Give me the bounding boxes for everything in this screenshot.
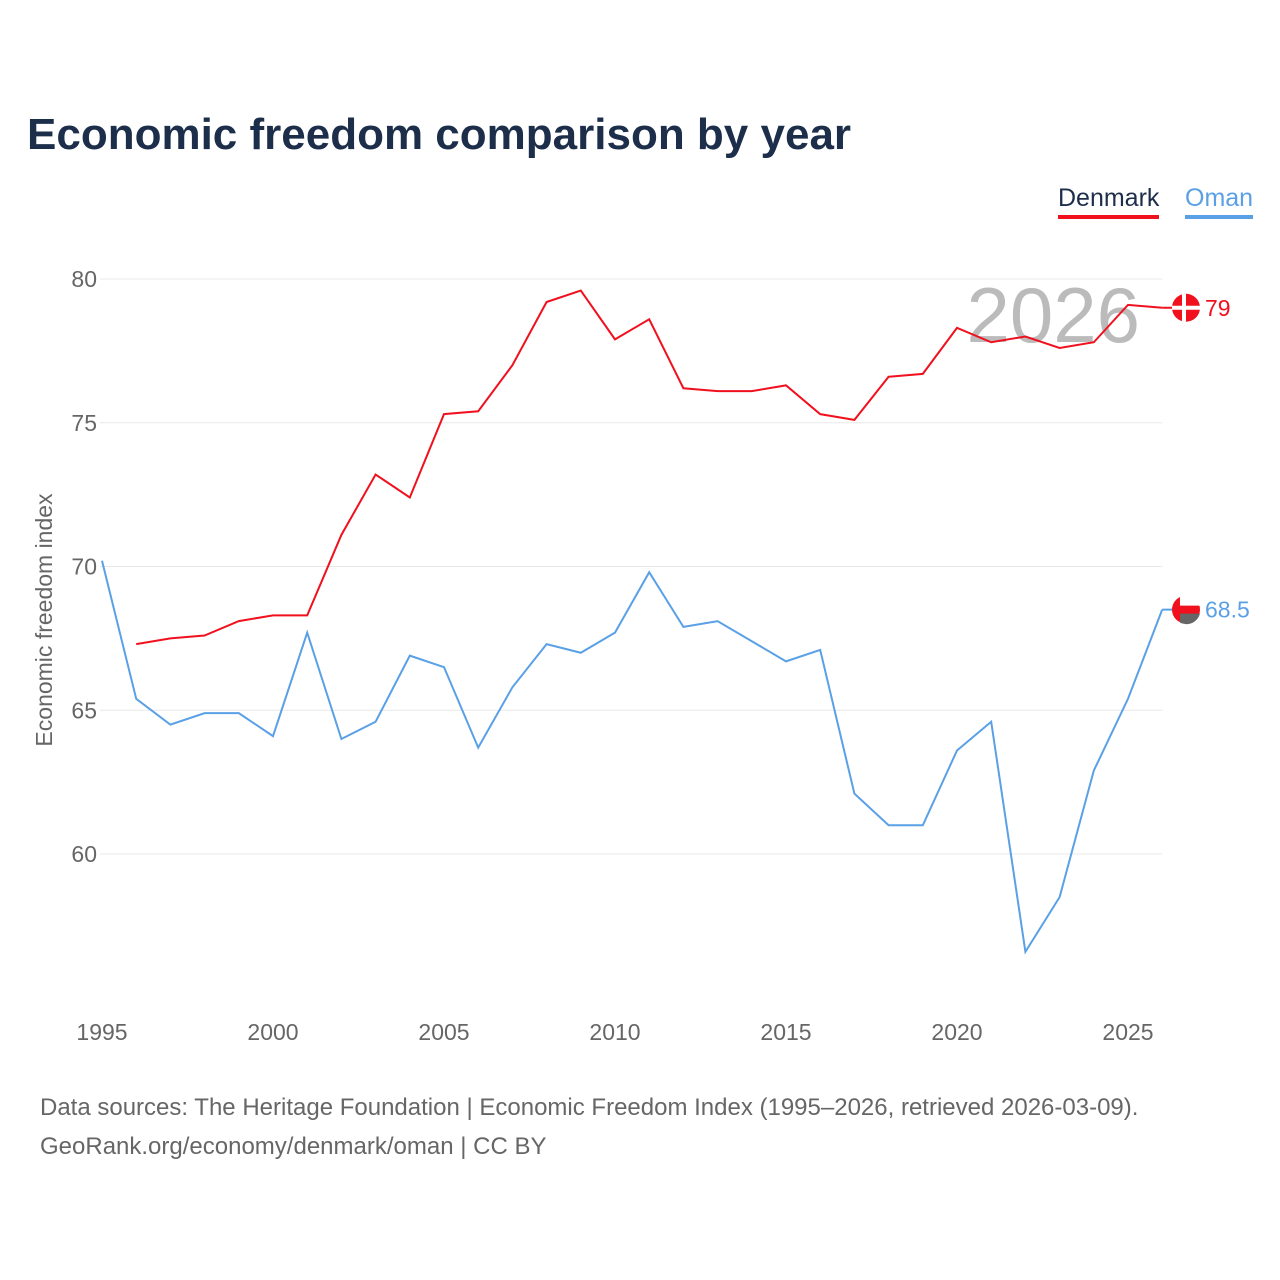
x-tick-label: 2005 [418,1019,469,1045]
source-line: Data sources: The Heritage Foundation | … [40,1094,1139,1121]
x-tick-label: 2015 [760,1019,811,1045]
x-tick-label: 1995 [76,1019,127,1045]
x-tick-label: 2000 [247,1019,298,1045]
y-tick-label: 80 [71,266,97,292]
y-axis-label: Economic freedom index [31,493,57,747]
chart-title: Economic freedom comparison by year [27,110,852,159]
end-value-label: 79 [1205,295,1231,321]
y-tick-label: 70 [71,554,97,580]
end-value-label: 68.5 [1205,597,1250,623]
legend-denmark[interactable]: Denmark [1058,184,1160,219]
x-tick-label: 2025 [1102,1019,1153,1045]
series-line-oman [101,560,1164,955]
y-tick-label: 60 [71,841,97,867]
year-watermark: 2026 [966,271,1140,359]
source-link[interactable]: GeoRank.org/economy/denmark/oman | CC BY [40,1133,547,1160]
flag-green [1180,613,1200,625]
flag-white [1180,595,1200,606]
source-note: Data sources: The Heritage Foundation | … [40,1088,1138,1166]
y-tick-label: 65 [71,697,97,723]
x-tick-label: 2020 [931,1019,982,1045]
series-line-denmark [136,289,1163,646]
flag-cross [1182,293,1186,322]
legend-oman[interactable]: Oman [1185,184,1254,219]
y-tick-label: 75 [71,410,97,436]
x-tick-label: 2010 [589,1019,640,1045]
